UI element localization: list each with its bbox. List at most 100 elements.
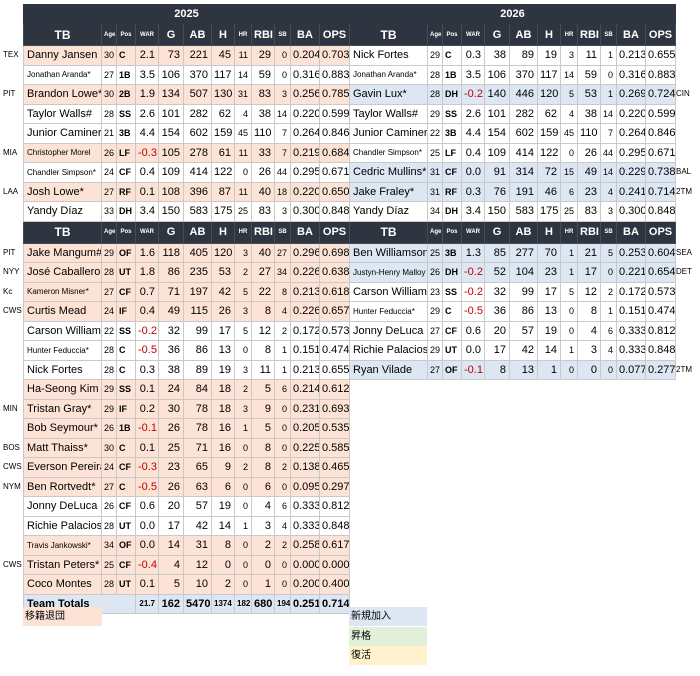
cell-h: 70 [537, 242, 561, 263]
cell-pos: SS [116, 379, 136, 400]
year-header: 2025 [22, 4, 351, 24]
cell-age: 28 [101, 574, 117, 595]
cell-h: 17 [537, 281, 561, 302]
cell-g: 73 [158, 45, 184, 66]
cell-pos: CF [116, 496, 136, 517]
cell-sb: 4 [274, 515, 291, 536]
cell-ba: 0.231 [290, 398, 320, 419]
totals-sb: 194 [274, 593, 291, 614]
cell-war: 2.6 [135, 103, 159, 124]
cell-ab: 370 [183, 64, 212, 85]
cell-name: José Caballero [23, 262, 102, 283]
cell-name: Matt Thaiss* [23, 437, 102, 458]
cell-name: Jonathan Aranda* [349, 64, 428, 85]
legend-departed: 移籍退団 [23, 607, 102, 626]
team-abbrev: CWS [3, 560, 22, 569]
cell-rbi: 23 [577, 181, 601, 202]
cell-g: 106 [158, 64, 184, 85]
cell-pos: SS [442, 103, 462, 124]
cell-rbi: 1 [251, 574, 275, 595]
cell-ab: 370 [509, 64, 538, 85]
cell-ba: 0.220 [290, 181, 320, 202]
cell-ba: 0.253 [616, 242, 646, 263]
cell-sb: 0 [274, 418, 291, 439]
cell-hr: 3 [234, 398, 252, 419]
cell-name: Nick Fortes [349, 45, 428, 66]
cell-age: 29 [101, 379, 117, 400]
cell-g: 25 [158, 437, 184, 458]
cell-rbi: 26 [577, 142, 601, 163]
cell-g: 49 [158, 301, 184, 322]
cell-age: 28 [101, 359, 117, 380]
cell-hr: 0 [234, 437, 252, 458]
team-abbrev: Kc [3, 287, 13, 296]
cell-pos: C [116, 45, 136, 66]
cell-ba: 0.316 [290, 64, 320, 85]
cell-war: 0.3 [135, 359, 159, 380]
cell-war: 4.4 [461, 123, 485, 144]
cell-ops: 0.277 [644, 359, 677, 380]
cell-war: 0.0 [135, 515, 159, 536]
column-header-ba: BA [290, 220, 320, 244]
cell-war: 0.4 [135, 162, 159, 183]
cell-ab: 602 [509, 123, 538, 144]
cell-ba: 0.138 [290, 457, 320, 478]
cell-pos: LF [116, 142, 136, 163]
player-row: Chandler Simpson* 24 CF 0.4 109 414 122 0 26 44 0.… [23, 162, 351, 183]
cell-sb: 1 [600, 84, 617, 105]
cell-rbi: 11 [251, 359, 275, 380]
cell-age: 24 [101, 457, 117, 478]
cell-hr: 3 [234, 359, 252, 380]
cell-h: 14 [211, 515, 235, 536]
cell-hr: 15 [560, 162, 578, 183]
cell-pos: LF [442, 142, 462, 163]
cell-g: 32 [484, 281, 510, 302]
cell-war: 0.1 [135, 181, 159, 202]
cell-pos: IF [116, 301, 136, 322]
cell-rbi: 0 [251, 554, 275, 575]
cell-pos: CF [442, 320, 462, 341]
column-header-ba: BA [290, 23, 320, 46]
cell-sb: 0 [274, 574, 291, 595]
column-header-ops: OPS [318, 23, 351, 46]
cell-ops: 0.400 [318, 574, 351, 595]
cell-pos: C [116, 359, 136, 380]
cell-hr: 31 [234, 84, 252, 105]
cell-war: -0.5 [135, 476, 159, 497]
cell-ba: 0.200 [290, 574, 320, 595]
totals-war: 21.7 [135, 593, 159, 614]
cell-ab: 277 [509, 242, 538, 263]
cell-rbi: 49 [577, 162, 601, 183]
column-header-sb: SB [600, 220, 617, 244]
cell-hr: 3 [560, 45, 578, 66]
team-abbrev: DET [676, 267, 692, 276]
cell-sb: 2 [274, 320, 291, 341]
cell-pos: 1B [442, 64, 462, 85]
cell-ab: 221 [183, 45, 212, 66]
cell-ops: 0.848 [318, 201, 351, 222]
column-header-ba: BA [616, 220, 646, 244]
team-abbrev: 2TM [676, 187, 692, 196]
cell-g: 17 [484, 340, 510, 361]
cell-rbi: 27 [251, 262, 275, 283]
cell-hr: 0 [560, 301, 578, 322]
cell-name: Taylor Walls# [23, 103, 102, 124]
column-header-team: TB [349, 23, 428, 46]
column-header-age: Age [101, 23, 117, 46]
cell-war: 0.3 [461, 181, 485, 202]
cell-sb: 1 [600, 45, 617, 66]
cell-g: 76 [484, 181, 510, 202]
cell-h: 62 [211, 103, 235, 124]
cell-age: 27 [101, 281, 117, 302]
cell-sb: 1 [274, 340, 291, 361]
cell-war: 0.6 [461, 320, 485, 341]
cell-h: 17 [211, 320, 235, 341]
cell-age: 28 [101, 340, 117, 361]
player-row: Travis Jankowski* 34 OF 0.0 14 31 8 0 2 2 0.258 0.6… [23, 535, 351, 556]
cell-age: 22 [101, 320, 117, 341]
cell-war: -0.3 [135, 457, 159, 478]
cell-ops: 0.618 [318, 281, 351, 302]
cell-name: Yandy Díaz [349, 201, 428, 222]
cell-rbi: 8 [577, 301, 601, 322]
cell-sb: 44 [600, 142, 617, 163]
